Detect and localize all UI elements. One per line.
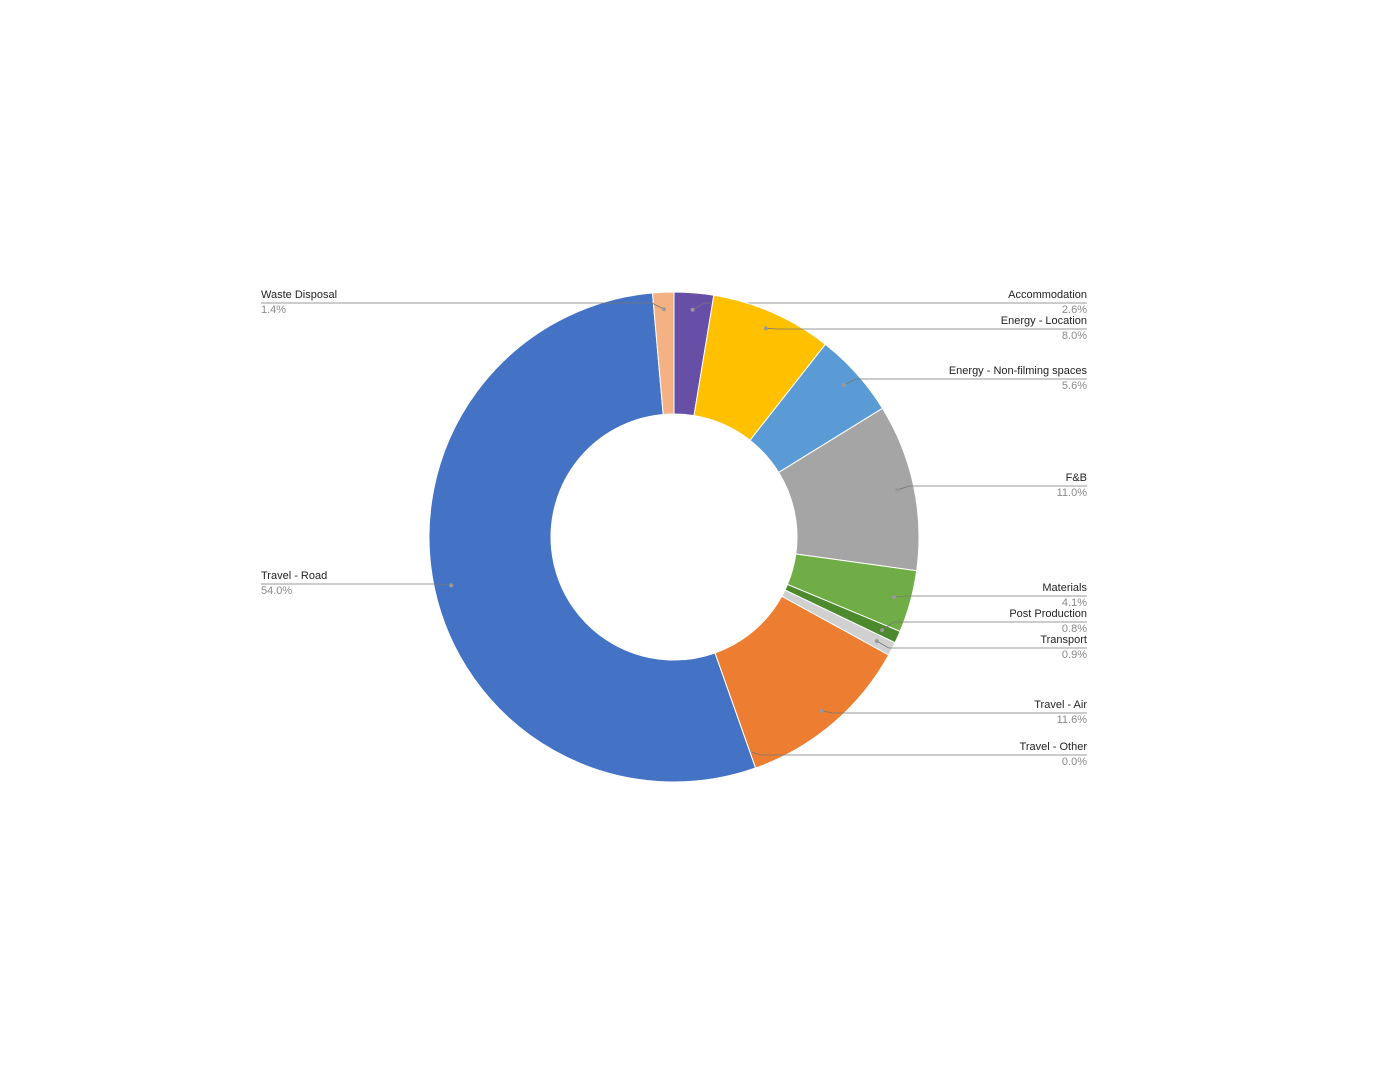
leader-dot <box>449 583 454 588</box>
leader-dot <box>891 595 896 600</box>
leader-line <box>692 302 1087 311</box>
leader-line <box>821 710 1087 714</box>
slice <box>428 292 757 783</box>
value-label: 0.9% <box>1062 649 1087 661</box>
slice-label: Energy - Non-filming spaces <box>949 365 1088 377</box>
leader-line <box>261 583 452 586</box>
leader-line <box>261 302 665 310</box>
leader-dot <box>661 307 666 312</box>
leader-dot <box>690 307 695 312</box>
slice-label: Energy - Location <box>1001 315 1087 327</box>
leader-dot <box>842 383 847 388</box>
leader-line <box>896 485 1087 491</box>
leader-line <box>843 378 1087 386</box>
value-label: 0.0% <box>1062 756 1087 768</box>
value-label: 0.8% <box>1062 623 1087 635</box>
slice-label: Travel - Air <box>1034 699 1087 711</box>
value-label: 8.0% <box>1062 330 1087 342</box>
leader-dot <box>895 488 900 493</box>
value-label: 1.4% <box>261 304 286 316</box>
slice-label: Travel - Road <box>261 570 327 582</box>
slice-label: Transport <box>1040 634 1087 646</box>
leader-line <box>881 621 1087 631</box>
leader-dot <box>763 326 768 331</box>
slice-label: Post Production <box>1009 608 1087 620</box>
slice-label: F&B <box>1066 472 1087 484</box>
leader-line <box>893 595 1087 598</box>
slice <box>651 291 675 416</box>
leader-line <box>876 640 1087 649</box>
value-label: 4.1% <box>1062 597 1087 609</box>
slice-label: Waste Disposal <box>261 289 337 301</box>
leader-line <box>749 751 1087 756</box>
value-label: 5.6% <box>1062 380 1087 392</box>
value-label: 54.0% <box>261 585 292 597</box>
slice-label: Accommodation <box>1008 289 1087 301</box>
leader-line <box>765 327 1087 330</box>
value-label: 11.6% <box>1057 714 1088 726</box>
value-label: 2.6% <box>1062 304 1087 316</box>
leader-dot <box>880 628 885 633</box>
leader-dot <box>874 639 879 644</box>
slice-label: Travel - Other <box>1020 741 1088 753</box>
leader-dot <box>819 708 824 713</box>
value-label: 11.0% <box>1057 487 1088 499</box>
slice-label: Materials <box>1042 582 1087 594</box>
